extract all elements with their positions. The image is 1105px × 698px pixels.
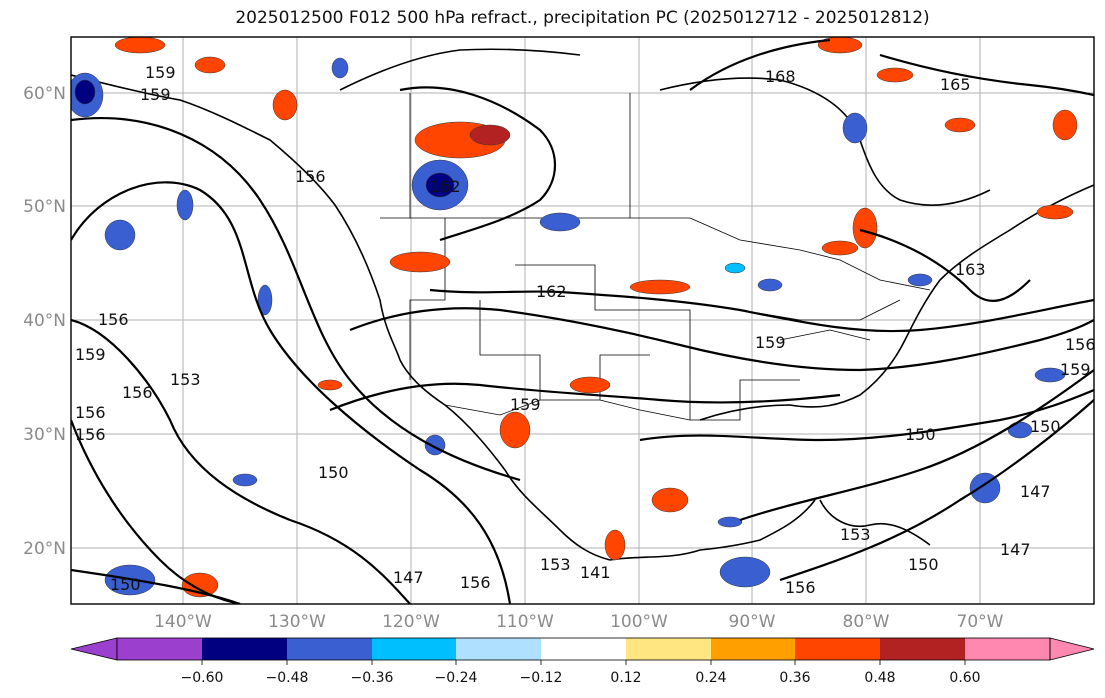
contour-label: 168 (765, 67, 796, 86)
colorbar-tick-label: −0.36 (351, 670, 394, 686)
colorbar-segment (287, 638, 372, 660)
lon-label-100: 100°W (610, 612, 668, 632)
lat-label-40: 40°N (23, 311, 66, 331)
lat-label-50: 50°N (23, 197, 66, 217)
lat-label-30: 30°N (23, 425, 66, 445)
colorbar: −0.60 −0.48 −0.36 −0.24 −0.12 0.12 0.24 … (70, 637, 1095, 686)
contour-label: 156 (1065, 335, 1096, 354)
colorbar-ticks (201, 660, 966, 665)
lon-label-70: 70°W (957, 612, 1004, 632)
contour-label: 147 (1020, 482, 1051, 501)
contour-label: 150 (1030, 417, 1061, 436)
lon-label-140: 140°W (154, 612, 212, 632)
contour-labels: 159 159 168 165 156 162 162 163 156 159 … (75, 63, 1096, 597)
colorbar-tick-label: −0.48 (266, 670, 309, 686)
colorbar-segment (711, 638, 795, 660)
longitude-labels: 140°W 130°W 120°W 110°W 100°W 90°W 80°W … (154, 612, 1004, 632)
contour-label: 153 (170, 370, 201, 389)
colorbar-segment (372, 638, 456, 660)
contour-label: 156 (785, 578, 816, 597)
colorbar-segment (117, 638, 202, 660)
contour-label: 156 (460, 573, 491, 592)
contour-label: 156 (295, 167, 326, 186)
lat-label-60: 60°N (23, 84, 66, 104)
colorbar-tick-label: 0.48 (864, 670, 895, 686)
map-frame (70, 36, 1095, 605)
figure-title: 2025012500 F012 500 hPa refract., precip… (235, 8, 930, 28)
colorbar-arrow-low (70, 637, 118, 661)
contour-label: 165 (940, 75, 971, 94)
contour-label: 156 (122, 383, 153, 402)
contour-label: 150 (908, 555, 939, 574)
contour-label: 153 (840, 525, 871, 544)
refractivity-contours (71, 38, 1094, 604)
lon-label-110: 110°W (496, 612, 554, 632)
colorbar-tick-label: −0.60 (181, 670, 224, 686)
contour-label: 162 (430, 177, 461, 196)
contour-label: 147 (1000, 540, 1031, 559)
contour-label: 141 (580, 563, 611, 582)
contour-label: 153 (540, 555, 571, 574)
colorbar-segment (541, 638, 626, 660)
contour-label: 162 (536, 282, 567, 301)
colorbar-frame (116, 637, 1051, 661)
contour-label: 163 (955, 260, 986, 279)
colorbar-tick-label: 0.24 (695, 670, 726, 686)
colorbar-segment (626, 638, 711, 660)
colorbar-segment (202, 638, 287, 660)
colorbar-arrow-high (1049, 637, 1095, 661)
lon-label-130: 130°W (268, 612, 326, 632)
contour-label: 150 (905, 425, 936, 444)
lat-label-20: 20°N (23, 539, 66, 559)
contour-label: 159 (510, 395, 541, 414)
contour-label: 150 (318, 463, 349, 482)
contour-label: 147 (393, 568, 424, 587)
latitude-labels: 60°N 50°N 40°N 30°N 20°N (23, 84, 66, 559)
contour-label: 159 (75, 345, 106, 364)
precipitation-shading (71, 37, 1078, 598)
contour-label: 159 (755, 333, 786, 352)
lon-label-120: 120°W (382, 612, 440, 632)
colorbar-segment (965, 638, 1050, 660)
borders (380, 93, 931, 421)
lon-label-80: 80°W (843, 612, 890, 632)
colorbar-tick-label: 0.36 (779, 670, 810, 686)
colorbar-tick-label: −0.24 (435, 670, 478, 686)
contour-label: 159 (1060, 360, 1091, 379)
contour-label: 159 (140, 85, 171, 104)
contour-label: 159 (145, 63, 176, 82)
colorbar-segment (795, 638, 880, 660)
colorbar-segment (880, 638, 965, 660)
contour-label: 150 (110, 575, 141, 594)
colorbar-tick-label: −0.12 (520, 670, 563, 686)
contour-label: 156 (75, 425, 106, 444)
contour-label: 156 (98, 310, 129, 329)
colorbar-tick-label: 0.12 (610, 670, 641, 686)
colorbar-tick-label: 0.60 (949, 670, 980, 686)
gridlines (71, 37, 1094, 604)
contour-label: 156 (75, 403, 106, 422)
colorbar-segment (456, 638, 541, 660)
lon-label-90: 90°W (729, 612, 776, 632)
